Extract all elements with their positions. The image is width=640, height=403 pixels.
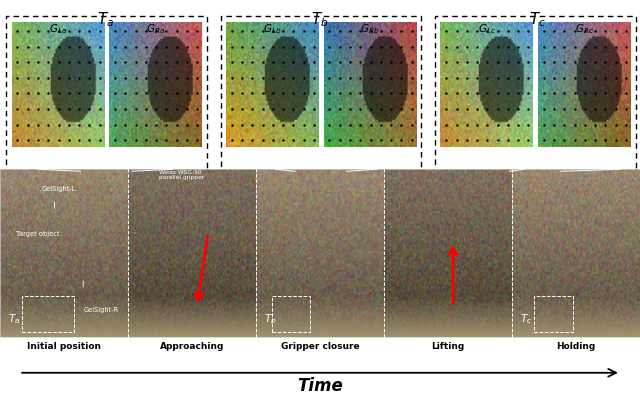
Text: $T_b$: $T_b$ (264, 313, 276, 326)
Text: $G_{Ra}$: $G_{Ra}$ (146, 22, 165, 36)
Text: $G_{La}$: $G_{La}$ (49, 22, 67, 36)
Text: Gripper closure: Gripper closure (281, 342, 359, 351)
Bar (272, 296, 310, 332)
Text: GelSight-R: GelSight-R (83, 307, 118, 313)
Text: $T_b$: $T_b$ (311, 10, 329, 29)
Text: Holding: Holding (556, 342, 596, 351)
Text: $T_a$: $T_a$ (97, 10, 114, 29)
Bar (435, 16, 636, 171)
Bar (6, 16, 207, 171)
Bar (221, 16, 421, 171)
Bar (534, 296, 573, 332)
Bar (22, 296, 74, 332)
Bar (0, 169, 640, 337)
Text: Initial position: Initial position (27, 342, 101, 351)
Text: Weiss WSG-50
parallel gripper: Weiss WSG-50 parallel gripper (159, 170, 204, 180)
Text: $G_{Rc}$: $G_{Rc}$ (575, 22, 594, 36)
Text: $T_c$: $T_c$ (529, 10, 546, 29)
Text: Target object: Target object (16, 231, 60, 237)
Text: Lifting: Lifting (431, 342, 465, 351)
Text: $G_{Rb}$: $G_{Rb}$ (360, 22, 380, 36)
Text: $T_c$: $T_c$ (520, 313, 532, 326)
Text: $T_a$: $T_a$ (8, 313, 20, 326)
Text: $G_{Lc}$: $G_{Lc}$ (477, 22, 495, 36)
Text: Time: Time (297, 377, 343, 395)
Text: Approaching: Approaching (160, 342, 224, 351)
Text: GelSight-L: GelSight-L (42, 187, 76, 192)
Text: $G_{Lb}$: $G_{Lb}$ (263, 22, 282, 36)
